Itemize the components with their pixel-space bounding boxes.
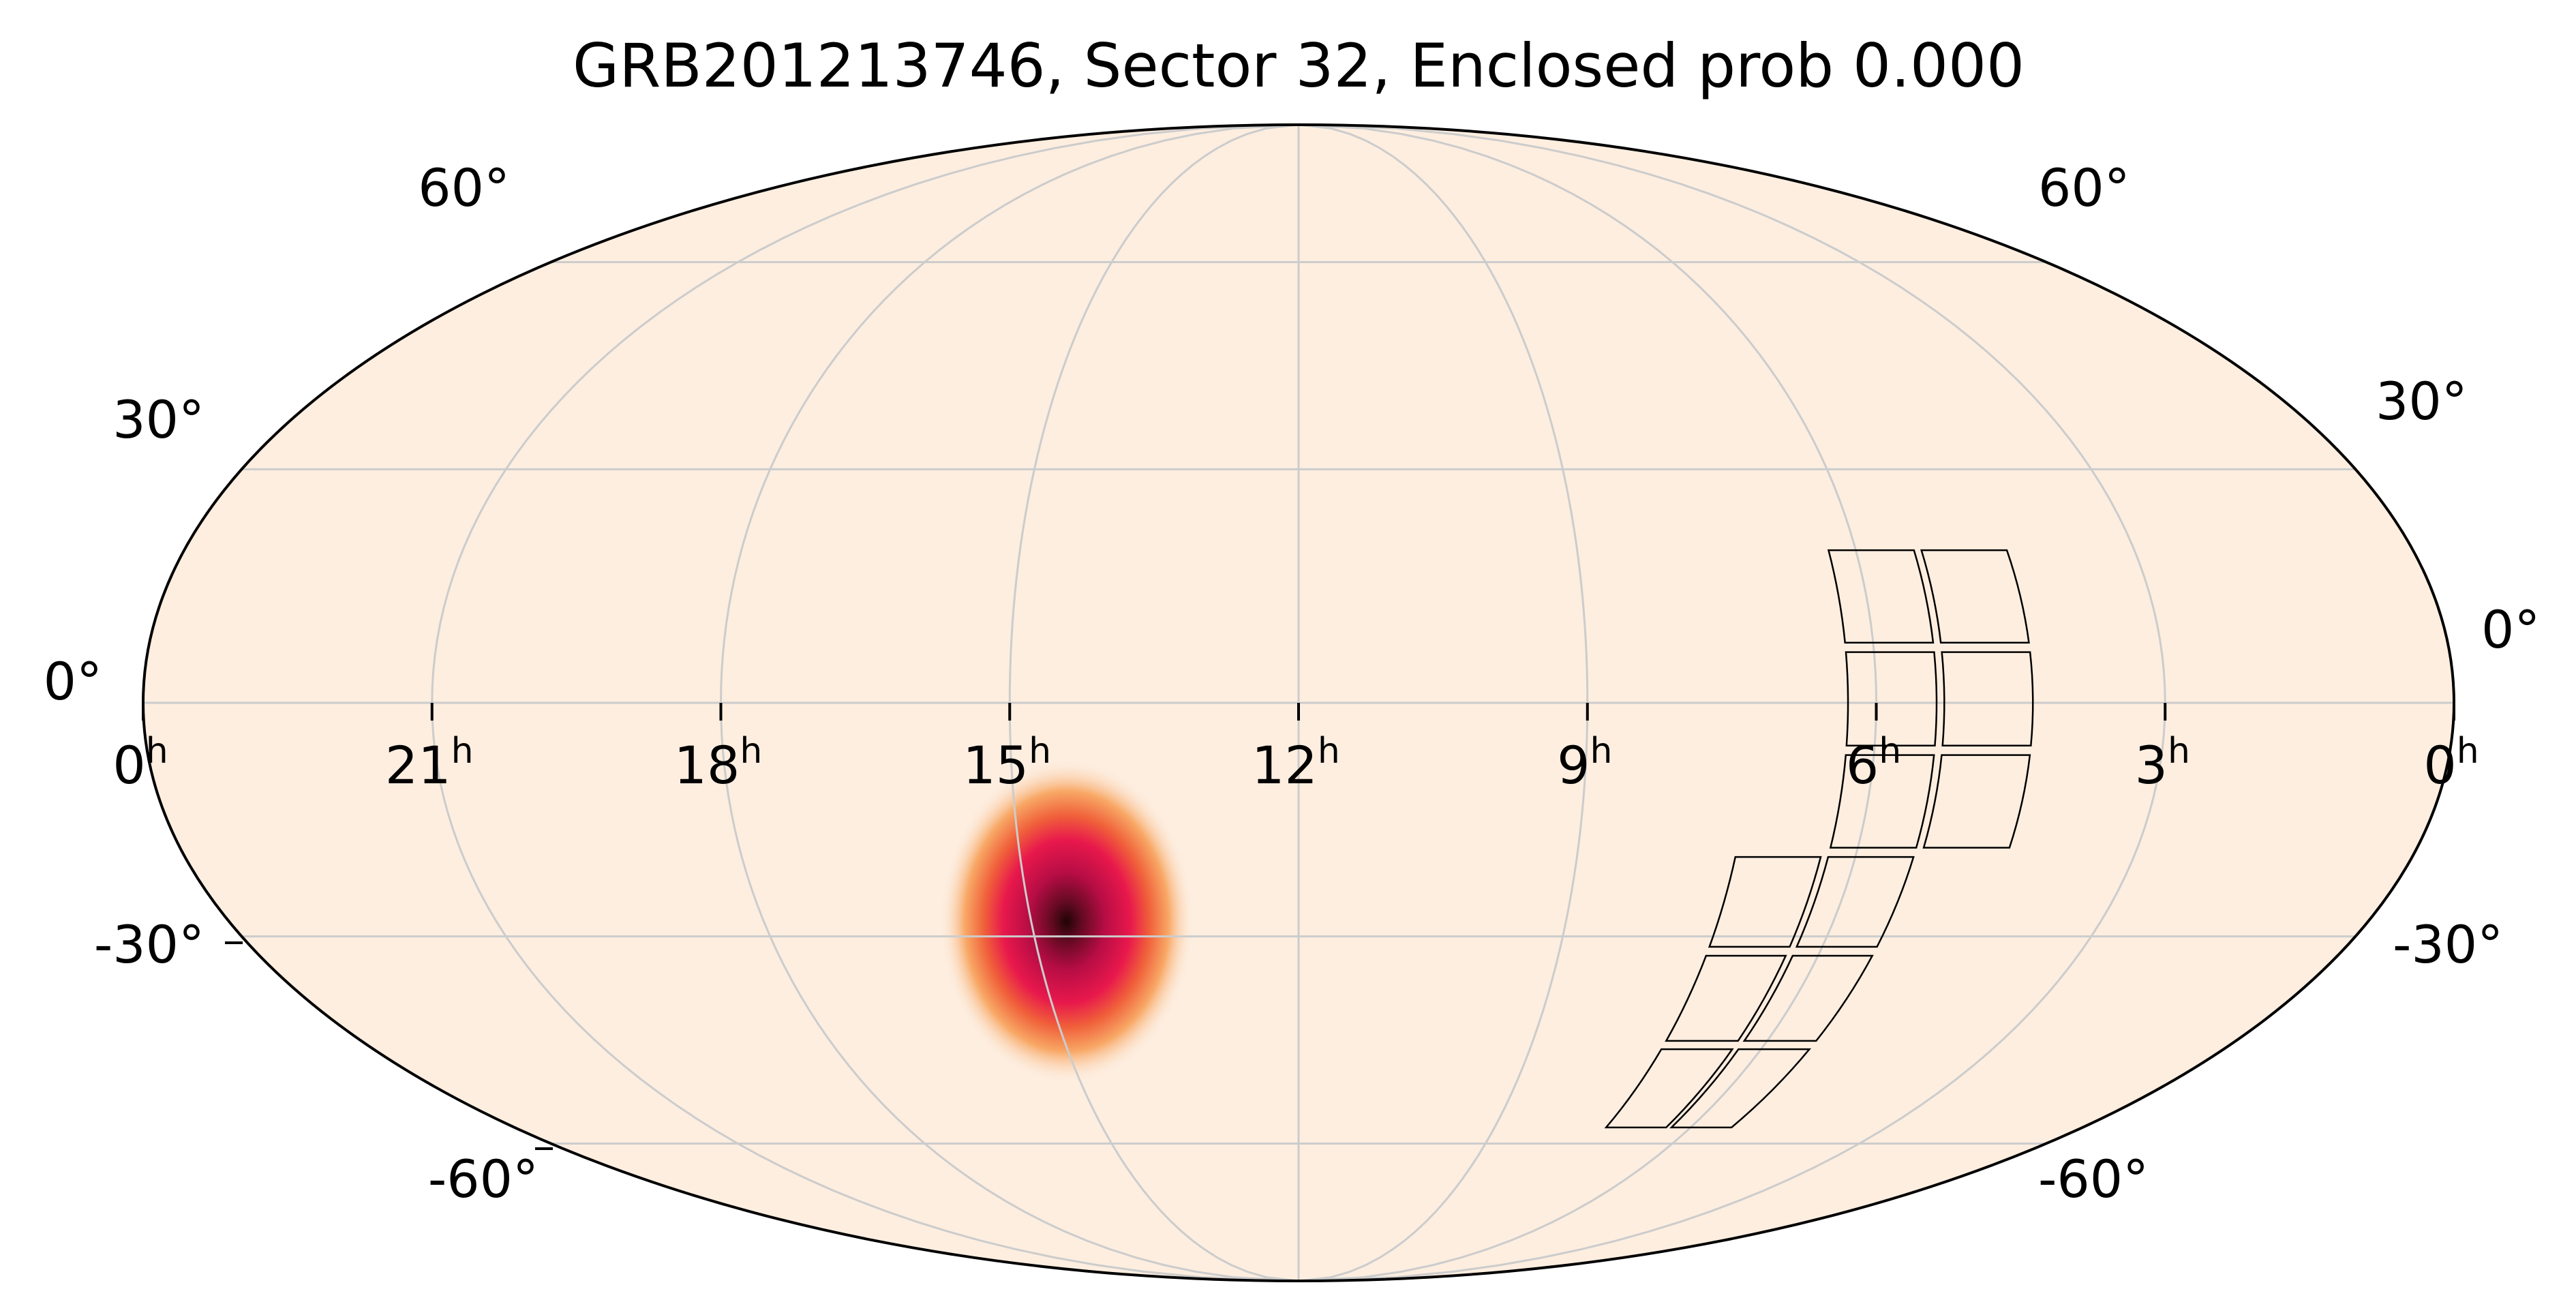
ra-tick-label: 15h <box>963 731 1051 796</box>
dec-tick-label-left: 0° <box>44 651 102 712</box>
sector-footprint <box>1604 549 2034 1129</box>
map-title: GRB201213746, Sector 32, Enclosed prob 0… <box>573 31 2025 101</box>
dec-tick-label-right: 0° <box>2481 599 2540 660</box>
ccd-footprint-cell <box>1795 856 1915 948</box>
probability-blob <box>939 758 1194 1085</box>
ra-tick-label: 9h <box>1557 731 1612 796</box>
ccd-footprint-cell <box>1941 651 2034 746</box>
ccd-footprint-cell <box>1827 549 1935 644</box>
ra-tick-label: 12h <box>1252 731 1340 796</box>
ccd-footprint-cell <box>1604 1048 1734 1129</box>
ccd-footprint-cell <box>1742 954 1874 1042</box>
ccd-footprint-cell <box>1829 754 1935 849</box>
ra-tick-label: 18h <box>674 731 763 796</box>
ccd-footprint-cell <box>1922 754 2031 849</box>
dec-tick-label-left: 60° <box>418 157 510 218</box>
dec-tick-label-right: -60° <box>2038 1149 2149 1209</box>
ra-tick-label: 21h <box>385 731 474 796</box>
dec-tick-label-right: -30° <box>2393 914 2503 975</box>
dec-tick-label-left: -60° <box>428 1149 539 1209</box>
dec-tick-label-right: 30° <box>2376 371 2468 432</box>
ccd-footprint-cell <box>1665 954 1787 1042</box>
dec-tick-label-left: 30° <box>112 389 204 450</box>
dec-tick-label-left: -30° <box>94 914 204 975</box>
ra-tick-label: 0h <box>112 731 168 796</box>
ra-tick-labels: 0h 21h 18h 15h 12h 9h 6h 3h 0h <box>112 703 2479 796</box>
ccd-footprint-cell <box>1920 549 2030 644</box>
dec-tick-label-right: 60° <box>2038 157 2130 218</box>
ccd-footprint-cell <box>1708 856 1822 948</box>
ccd-footprint-cell <box>1669 1048 1812 1129</box>
ra-tick-label: 6h <box>1846 731 1901 796</box>
ccd-footprint-cell <box>1845 651 1938 746</box>
ra-tick-label: 3h <box>2135 731 2190 796</box>
ra-tick-label: 0h <box>2423 731 2479 796</box>
dec-tick-labels: 60° 60° 30° 30° 0° 0° -30° -30° -60° -60° <box>44 157 2541 1209</box>
